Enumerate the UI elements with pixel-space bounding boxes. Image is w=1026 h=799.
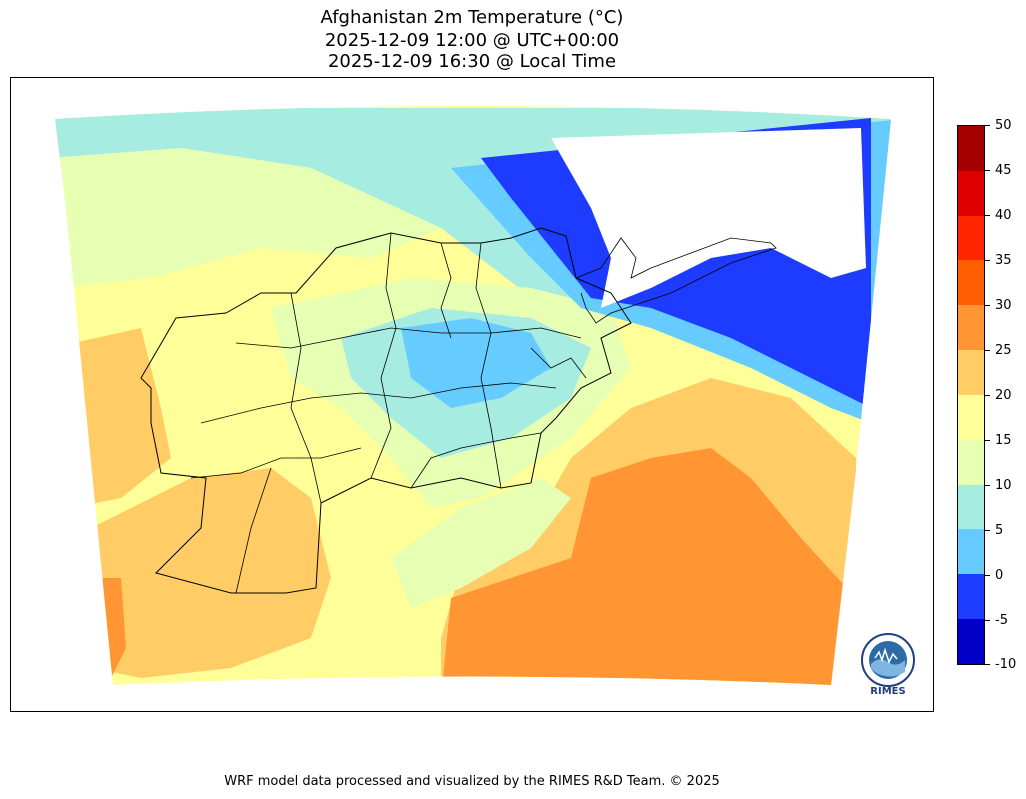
colorbar-segment: [958, 529, 984, 575]
map-title-line-2: 2025-12-09 12:00 @ UTC+00:00: [324, 30, 620, 51]
colorbar-tick-label: 35: [995, 253, 1012, 268]
rimes-logo: RIMES: [855, 632, 921, 700]
map-title-line-3: 2025-12-09 16:30 @ Local Time: [327, 51, 617, 72]
colorbar-tick: [985, 260, 990, 261]
colorbar-tick: [985, 395, 990, 396]
zone-20-25-southwest: [91, 468, 331, 678]
rimes-logo-emblem: [861, 633, 915, 687]
temperature-map: [55, 106, 891, 685]
colorbar-tick-label: 10: [995, 478, 1012, 493]
colorbar-tick-label: -10: [995, 657, 1017, 672]
zone-10-15-west: [55, 148, 441, 288]
colorbar-tick: [985, 575, 990, 576]
colorbar-tick: [985, 620, 990, 621]
province-borders: [190, 232, 587, 594]
colorbar-segment: [958, 170, 984, 216]
colorbar-tick: [985, 664, 990, 665]
colorbar-segment: [958, 305, 984, 351]
zone-10-15-south: [391, 478, 571, 608]
logo-text: RIMES: [870, 686, 906, 697]
colorbar-segment: [958, 574, 984, 620]
colorbar-tick-label: -5: [995, 613, 1008, 628]
colorbar-tick-label: 45: [995, 163, 1012, 178]
colorbar-tick-label: 40: [995, 208, 1012, 223]
colorbar-tick-label: 20: [995, 388, 1012, 403]
colorbar-tick: [985, 440, 990, 441]
colorbar-tick-label: 15: [995, 433, 1012, 448]
colorbar-segment: [958, 439, 984, 485]
colorbar-segment: [958, 350, 984, 395]
footer-credit: WRF model data processed and visualized …: [224, 774, 720, 789]
afghanistan-border: [140, 227, 632, 594]
map-title-line-1: Afghanistan 2m Temperature (°C): [320, 7, 624, 28]
colorbar-tick: [985, 485, 990, 486]
zone-25-30-southeast: [441, 448, 856, 685]
colorbar-segment: [958, 484, 984, 530]
colorbar-tick: [985, 530, 990, 531]
temperature-colorbar: [957, 125, 985, 665]
zone-0-5-central: [401, 318, 551, 408]
colorbar-segment: [958, 394, 984, 440]
colorbar-segment: [958, 215, 984, 261]
zone-below-minus-10: [551, 128, 866, 308]
colorbar-tick-label: 0: [995, 568, 1004, 583]
colorbar-tick-label: 5: [995, 523, 1004, 538]
colorbar-tick: [985, 305, 990, 306]
colorbar-tick-label: 50: [995, 118, 1012, 133]
colorbar-segment: [958, 260, 984, 306]
colorbar-tick-label: 25: [995, 343, 1012, 358]
colorbar-tick: [985, 125, 990, 126]
colorbar-segment: [958, 619, 984, 664]
northeast-boundary: [575, 237, 777, 324]
map-frame: [10, 77, 934, 712]
colorbar-tick: [985, 215, 990, 216]
colorbar-tick-label: 30: [995, 298, 1012, 313]
colorbar-tick: [985, 350, 990, 351]
colorbar-tick: [985, 170, 990, 171]
colorbar-segment: [958, 126, 984, 171]
